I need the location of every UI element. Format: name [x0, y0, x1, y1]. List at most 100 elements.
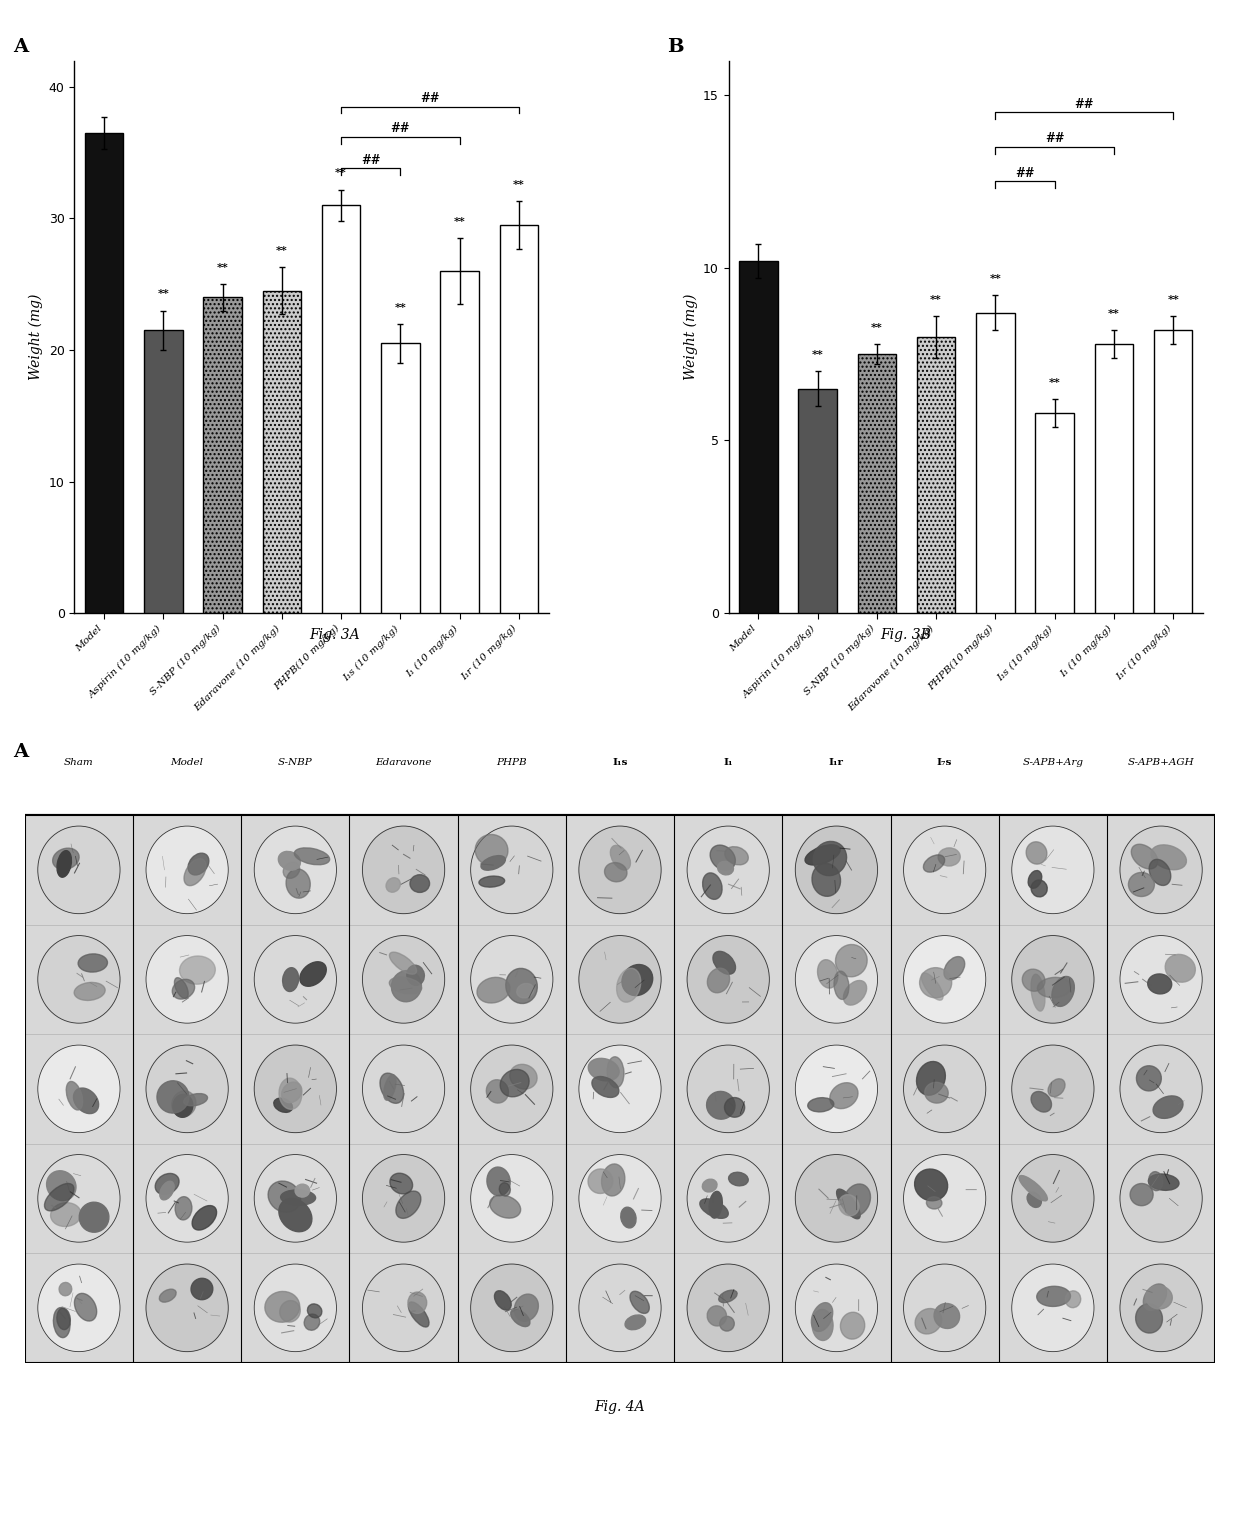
- Ellipse shape: [281, 1083, 301, 1102]
- Ellipse shape: [904, 1155, 986, 1241]
- Bar: [242, 1254, 350, 1363]
- Ellipse shape: [389, 952, 417, 974]
- Ellipse shape: [188, 854, 208, 875]
- Ellipse shape: [490, 1195, 521, 1219]
- Bar: [1107, 1254, 1215, 1363]
- Ellipse shape: [795, 827, 878, 913]
- Ellipse shape: [511, 1310, 529, 1326]
- Ellipse shape: [45, 1184, 74, 1211]
- Ellipse shape: [410, 875, 429, 892]
- Text: S-NBP: S-NBP: [278, 759, 312, 768]
- Bar: [458, 1143, 565, 1254]
- Ellipse shape: [805, 845, 841, 864]
- Bar: [25, 1254, 133, 1363]
- Ellipse shape: [588, 1169, 613, 1193]
- Bar: [782, 1034, 890, 1143]
- Ellipse shape: [725, 846, 748, 864]
- Ellipse shape: [925, 1083, 949, 1104]
- Ellipse shape: [389, 1173, 413, 1195]
- Ellipse shape: [579, 1155, 661, 1241]
- Ellipse shape: [915, 1308, 941, 1334]
- Ellipse shape: [254, 1045, 336, 1132]
- Bar: [675, 815, 782, 925]
- Text: **: **: [277, 245, 288, 256]
- Ellipse shape: [1027, 842, 1047, 864]
- Ellipse shape: [304, 1314, 320, 1331]
- Bar: [25, 925, 133, 1034]
- Ellipse shape: [471, 936, 553, 1023]
- Bar: [799, 389, 837, 613]
- Ellipse shape: [254, 1155, 336, 1241]
- Ellipse shape: [500, 1182, 511, 1196]
- Text: **: **: [1109, 307, 1120, 319]
- Text: ##: ##: [1075, 98, 1094, 111]
- Ellipse shape: [1146, 1285, 1172, 1310]
- Ellipse shape: [471, 827, 553, 913]
- Ellipse shape: [37, 936, 120, 1023]
- Ellipse shape: [146, 1264, 228, 1352]
- Ellipse shape: [308, 1304, 322, 1317]
- Ellipse shape: [1052, 977, 1074, 1007]
- Ellipse shape: [811, 1302, 833, 1331]
- Bar: [242, 1143, 350, 1254]
- Ellipse shape: [175, 978, 188, 998]
- Text: ##: ##: [420, 92, 440, 104]
- Bar: [1095, 344, 1133, 613]
- Bar: [25, 1143, 133, 1254]
- Y-axis label: Weight (mg): Weight (mg): [29, 294, 43, 380]
- Ellipse shape: [159, 1288, 176, 1302]
- Text: B: B: [667, 38, 683, 56]
- Text: Fig. 3A: Fig. 3A: [310, 628, 360, 642]
- Ellipse shape: [687, 1045, 769, 1132]
- Ellipse shape: [184, 858, 206, 886]
- Bar: [458, 925, 565, 1034]
- Ellipse shape: [495, 1291, 511, 1310]
- Ellipse shape: [610, 845, 630, 871]
- Bar: [133, 1254, 242, 1363]
- Bar: [1035, 413, 1074, 613]
- Ellipse shape: [718, 861, 733, 875]
- Ellipse shape: [146, 827, 228, 913]
- Ellipse shape: [591, 1076, 619, 1098]
- Ellipse shape: [1120, 1264, 1203, 1352]
- Text: **: **: [1049, 377, 1060, 388]
- Ellipse shape: [66, 1081, 83, 1110]
- Bar: [998, 925, 1107, 1034]
- Ellipse shape: [835, 970, 849, 999]
- Text: **: **: [930, 294, 942, 306]
- Text: **: **: [812, 350, 823, 360]
- Ellipse shape: [265, 1291, 300, 1322]
- Ellipse shape: [616, 969, 641, 1002]
- Bar: [263, 291, 301, 613]
- Ellipse shape: [1149, 860, 1171, 886]
- Ellipse shape: [1120, 1155, 1203, 1241]
- Ellipse shape: [155, 1173, 179, 1195]
- Ellipse shape: [630, 1291, 650, 1314]
- Ellipse shape: [1130, 1184, 1153, 1205]
- Ellipse shape: [1166, 954, 1195, 983]
- Ellipse shape: [362, 1155, 445, 1241]
- Ellipse shape: [254, 827, 336, 913]
- Ellipse shape: [699, 1199, 728, 1219]
- Ellipse shape: [724, 1098, 745, 1117]
- Ellipse shape: [579, 827, 661, 913]
- Ellipse shape: [295, 1184, 310, 1198]
- Bar: [675, 1143, 782, 1254]
- Ellipse shape: [795, 936, 878, 1023]
- Bar: [500, 226, 538, 613]
- Text: ##: ##: [391, 123, 410, 135]
- Bar: [25, 1034, 133, 1143]
- Text: PHPB: PHPB: [496, 759, 527, 768]
- Ellipse shape: [1136, 1304, 1162, 1332]
- Ellipse shape: [486, 1079, 508, 1104]
- Text: Edaravone: Edaravone: [376, 759, 432, 768]
- Text: Sham: Sham: [64, 759, 94, 768]
- Ellipse shape: [915, 1169, 947, 1201]
- Ellipse shape: [1012, 1045, 1094, 1132]
- Bar: [25, 815, 133, 925]
- Ellipse shape: [904, 1264, 986, 1352]
- Ellipse shape: [479, 877, 505, 887]
- Ellipse shape: [300, 961, 326, 986]
- Bar: [782, 925, 890, 1034]
- Ellipse shape: [924, 855, 945, 872]
